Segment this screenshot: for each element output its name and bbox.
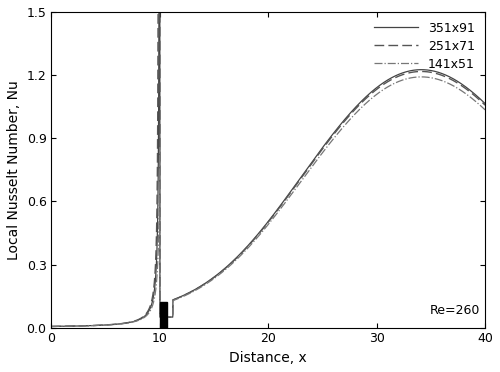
141x51 — [482, 108, 488, 112]
Line: 251x71: 251x71 — [52, 0, 485, 327]
251x71 — [448, 77, 454, 81]
141x51 — [364, 101, 370, 105]
251x71 — [254, 233, 260, 238]
X-axis label: Distance, x: Distance, x — [230, 351, 307, 365]
351x91 — [482, 101, 488, 106]
141x51 — [48, 324, 54, 329]
351x91 — [254, 232, 260, 237]
351x91 — [364, 94, 370, 99]
141x51 — [230, 260, 236, 264]
351x91 — [448, 75, 454, 80]
141x51 — [448, 82, 454, 86]
251x71 — [364, 96, 370, 100]
141x51 — [254, 235, 260, 240]
251x71 — [482, 103, 488, 108]
Bar — [160, 302, 168, 328]
Line: 351x91: 351x91 — [52, 0, 485, 327]
Text: Re=260: Re=260 — [430, 304, 480, 317]
Legend: 351x91, 251x71, 141x51: 351x91, 251x71, 141x51 — [370, 17, 480, 76]
251x71 — [234, 255, 240, 260]
141x51 — [418, 75, 424, 79]
Y-axis label: Local Nusselt Number, Nu: Local Nusselt Number, Nu — [7, 80, 21, 260]
141x51 — [234, 257, 240, 261]
351x91 — [230, 258, 236, 263]
351x91 — [234, 255, 240, 259]
251x71 — [230, 259, 236, 263]
Line: 141x51: 141x51 — [52, 77, 485, 327]
351x91 — [469, 90, 475, 94]
251x71 — [48, 324, 54, 329]
351x91 — [48, 324, 54, 329]
251x71 — [469, 91, 475, 96]
141x51 — [469, 96, 475, 100]
